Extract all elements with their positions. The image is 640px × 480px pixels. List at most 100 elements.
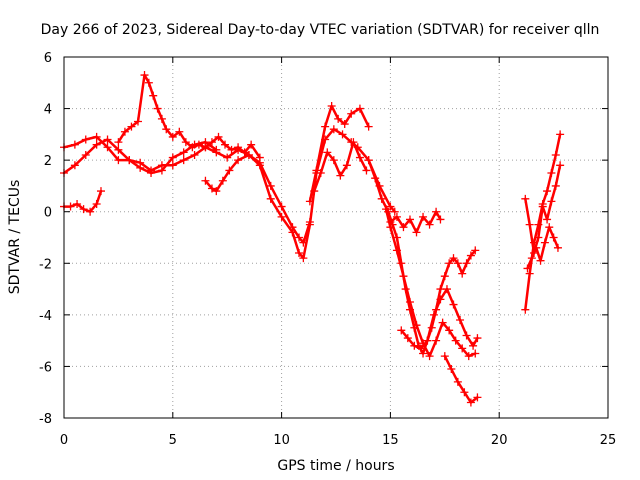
data-point-marker (181, 138, 190, 147)
data-point-marker (81, 150, 90, 159)
data-point-marker (299, 254, 308, 263)
y-tick-label: 0 (44, 206, 52, 221)
data-point-marker (397, 326, 406, 335)
data-point-marker (147, 169, 156, 178)
data-point-marker (179, 148, 188, 157)
data-point-marker (416, 344, 425, 353)
data-point-marker (207, 138, 216, 147)
data-point-marker (462, 331, 471, 340)
data-point-marker (70, 140, 79, 149)
data-series (523, 223, 562, 273)
data-point-marker (338, 130, 347, 139)
data-point-marker (547, 197, 556, 206)
data-point-marker (392, 246, 401, 255)
data-point-marker (362, 166, 371, 175)
data-point-marker (386, 202, 395, 211)
data-point-marker (342, 161, 351, 170)
data-point-marker (371, 174, 380, 183)
series-trace (443, 354, 479, 404)
data-point-marker (247, 140, 256, 149)
data-point-marker (449, 300, 458, 309)
data-point-marker (334, 114, 343, 123)
data-point-marker (299, 238, 308, 247)
data-point-marker (419, 212, 428, 221)
data-point-marker (432, 207, 441, 216)
data-series (386, 207, 445, 237)
data-point-marker (525, 269, 534, 278)
data-point-marker (295, 233, 304, 242)
data-point-marker (473, 334, 482, 343)
data-point-marker (458, 269, 467, 278)
data-point-marker (103, 135, 112, 144)
data-series (60, 135, 221, 178)
series-trace (389, 210, 442, 234)
data-point-marker (440, 272, 449, 281)
data-point-marker (136, 163, 145, 172)
data-point-marker (436, 215, 445, 224)
data-point-marker (201, 176, 210, 185)
data-point-marker (223, 153, 232, 162)
data-point-marker (288, 223, 297, 232)
data-point-marker (316, 169, 325, 178)
data-point-marker (277, 202, 286, 211)
data-point-marker (453, 377, 462, 386)
data-point-marker (194, 140, 203, 149)
data-point-marker (543, 215, 552, 224)
data-point-marker (227, 145, 236, 154)
series-trace (526, 225, 560, 270)
data-point-marker (540, 238, 549, 247)
data-point-marker (445, 259, 454, 268)
data-point-marker (399, 223, 408, 232)
data-point-marker (451, 336, 460, 345)
data-point-marker (125, 156, 134, 165)
data-point-marker (447, 365, 456, 374)
data-point-marker (221, 140, 230, 149)
grid (64, 57, 608, 418)
data-series (201, 150, 314, 247)
data-point-marker (127, 122, 136, 131)
data-point-marker (471, 349, 480, 358)
data-point-marker (410, 341, 419, 350)
data-point-marker (70, 161, 79, 170)
x-tick-label: 20 (491, 433, 508, 448)
data-point-marker (547, 169, 556, 178)
data-point-marker (545, 223, 554, 232)
data-series (310, 138, 371, 196)
data-point-marker (305, 218, 314, 227)
data-point-marker (425, 220, 434, 229)
data-point-marker (551, 150, 560, 159)
data-point-marker (114, 156, 123, 165)
data-point-marker (442, 285, 451, 294)
data-point-marker (466, 398, 475, 407)
data-point-marker (543, 187, 552, 196)
data-point-marker (466, 251, 475, 260)
data-point-marker (556, 130, 565, 139)
data-point-marker (312, 166, 321, 175)
data-point-marker (66, 202, 75, 211)
series-trace (367, 158, 477, 355)
data-point-marker (469, 341, 478, 350)
data-point-marker (449, 254, 458, 263)
data-point-marker (432, 336, 441, 345)
data-point-marker (340, 120, 349, 129)
data-point-marker (336, 171, 345, 180)
x-tick-label: 5 (169, 433, 177, 448)
data-point-marker (214, 132, 223, 141)
data-point-marker (295, 248, 304, 257)
data-point-marker (140, 71, 149, 80)
data-point-marker (310, 187, 319, 196)
data-point-marker (218, 176, 227, 185)
data-point-marker (405, 215, 414, 224)
y-tick-label: -4 (39, 309, 52, 324)
data-point-marker (79, 205, 88, 214)
data-point-marker (349, 138, 358, 147)
data-point-marker (153, 104, 162, 113)
plot-frame (63, 56, 609, 419)
data-point-marker (534, 233, 543, 242)
data-point-marker (355, 153, 364, 162)
data-point-marker (473, 393, 482, 402)
data-point-marker (532, 243, 541, 252)
data-point-marker (266, 181, 275, 190)
data-point-marker (149, 91, 158, 100)
